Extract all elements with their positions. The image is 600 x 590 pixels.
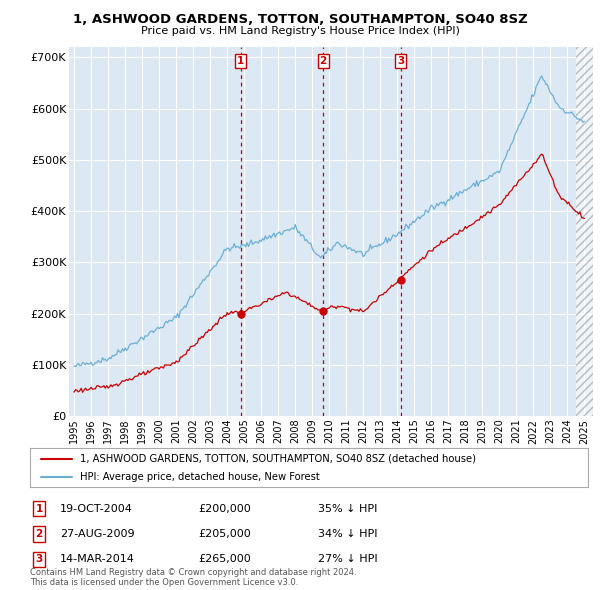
Text: 27% ↓ HPI: 27% ↓ HPI bbox=[318, 555, 377, 564]
Text: 2: 2 bbox=[320, 56, 327, 66]
Text: 1, ASHWOOD GARDENS, TOTTON, SOUTHAMPTON, SO40 8SZ (detached house): 1, ASHWOOD GARDENS, TOTTON, SOUTHAMPTON,… bbox=[80, 454, 476, 464]
Text: £200,000: £200,000 bbox=[198, 504, 251, 513]
Text: 2: 2 bbox=[35, 529, 43, 539]
Bar bbox=[576, 47, 593, 416]
Text: 27-AUG-2009: 27-AUG-2009 bbox=[60, 529, 134, 539]
Text: 19-OCT-2004: 19-OCT-2004 bbox=[60, 504, 133, 513]
Text: 35% ↓ HPI: 35% ↓ HPI bbox=[318, 504, 377, 513]
Text: Price paid vs. HM Land Registry's House Price Index (HPI): Price paid vs. HM Land Registry's House … bbox=[140, 26, 460, 36]
Text: 14-MAR-2014: 14-MAR-2014 bbox=[60, 555, 135, 564]
Text: Contains HM Land Registry data © Crown copyright and database right 2024.
This d: Contains HM Land Registry data © Crown c… bbox=[30, 568, 356, 587]
Text: £265,000: £265,000 bbox=[198, 555, 251, 564]
Text: £205,000: £205,000 bbox=[198, 529, 251, 539]
Text: HPI: Average price, detached house, New Forest: HPI: Average price, detached house, New … bbox=[80, 472, 320, 482]
Text: 1: 1 bbox=[237, 56, 244, 66]
Text: 3: 3 bbox=[35, 555, 43, 564]
Text: 34% ↓ HPI: 34% ↓ HPI bbox=[318, 529, 377, 539]
Text: 1, ASHWOOD GARDENS, TOTTON, SOUTHAMPTON, SO40 8SZ: 1, ASHWOOD GARDENS, TOTTON, SOUTHAMPTON,… bbox=[73, 13, 527, 26]
Text: 1: 1 bbox=[35, 504, 43, 513]
Text: 3: 3 bbox=[397, 56, 404, 66]
